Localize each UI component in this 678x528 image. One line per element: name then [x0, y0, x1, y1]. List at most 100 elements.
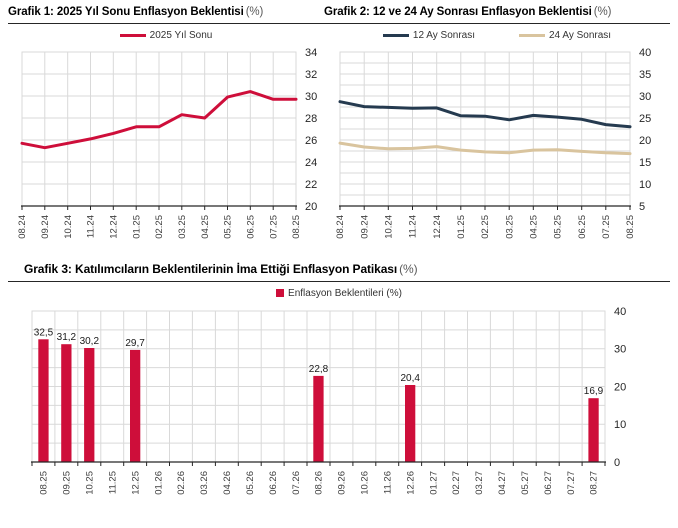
x-tick-label: 10.24	[63, 215, 74, 239]
x-tick-label: 04.25	[529, 215, 540, 239]
x-tick-label: 09.24	[40, 215, 51, 239]
x-tick-label: 08.25	[39, 471, 50, 495]
bar	[130, 349, 141, 462]
bar-value-label: 16,9	[584, 386, 604, 397]
y-tick-label: 20	[639, 135, 651, 147]
chart-title-text: Grafik 3: Katılımcıların Beklentilerinin…	[24, 262, 398, 276]
x-tick-label: 02.25	[480, 215, 491, 239]
x-tick-label: 07.26	[291, 471, 302, 495]
y-tick-label: 40	[639, 47, 651, 59]
x-tick-label: 03.25	[177, 215, 188, 239]
x-tick-label: 06.26	[268, 471, 279, 495]
y-tick-label: 15	[639, 157, 651, 169]
legend-label: 2025 Yıl Sonu	[149, 29, 213, 41]
x-tick-label: 04.27	[497, 471, 508, 495]
y-tick-label: 28	[305, 113, 317, 125]
chart-title-unit: (%)	[593, 6, 612, 18]
y-tick-label: 30	[639, 91, 651, 103]
x-tick-label: 01.27	[428, 471, 439, 495]
bar	[38, 339, 49, 462]
chart-title-unit: (%)	[399, 262, 418, 276]
x-tick-label: 11.26	[383, 471, 394, 494]
y-tick-label: 35	[639, 69, 651, 81]
x-tick-label: 12.26	[405, 471, 416, 495]
bar	[588, 398, 599, 462]
bar-value-label: 29,7	[125, 338, 145, 349]
legend-marker-icon	[276, 289, 285, 297]
legend-item: 12 Ay Sonrası	[382, 29, 475, 41]
legend-label: 24 Ay Sonrası	[549, 29, 612, 41]
y-tick-label: 10	[614, 419, 626, 431]
x-tick-label: 03.25	[504, 215, 515, 239]
bar	[84, 348, 95, 462]
y-tick-label: 30	[614, 344, 626, 356]
bar	[313, 375, 324, 462]
x-tick-label: 08.24	[17, 215, 28, 239]
y-tick-label: 32	[305, 69, 317, 81]
x-tick-label: 11.25	[107, 471, 118, 494]
legend-label: Enflasyon Beklentileri (%)	[288, 287, 402, 299]
legend-label: 12 Ay Sonrası	[412, 29, 475, 41]
x-tick-label: 07.25	[601, 215, 612, 239]
x-tick-label: 05.25	[223, 215, 234, 239]
x-tick-label: 07.27	[566, 471, 577, 495]
x-tick-label: 02.25	[154, 215, 165, 239]
x-tick-label: 09.24	[359, 215, 370, 239]
x-tick-label: 09.26	[337, 471, 348, 495]
legend-marker-icon	[519, 33, 545, 37]
legend-marker-icon	[119, 33, 146, 37]
y-tick-label: 40	[614, 306, 626, 318]
legend-item: 24 Ay Sonrası	[519, 30, 611, 41]
x-tick-label: 11.24	[86, 215, 97, 238]
bar-value-label: 31,2	[57, 332, 77, 343]
y-tick-label: 26	[305, 135, 317, 147]
chart-title-text: Grafik 2: 12 ve 24 Ay Sonrası Enflasyon …	[324, 6, 592, 18]
chart-block-grafik2: Grafik 2: 12 ve 24 Ay Sonrası Enflasyon …	[324, 4, 670, 252]
x-tick-label: 10.24	[384, 215, 395, 239]
series-line	[20, 90, 298, 150]
x-tick-label: 08.24	[335, 215, 346, 239]
x-tick-label: 07.25	[268, 215, 279, 239]
chart-title-grafik2: Grafik 2: 12 ve 24 Ay Sonrası Enflasyon …	[324, 4, 670, 24]
x-tick-label: 05.27	[520, 471, 531, 495]
y-tick-label: 0	[614, 457, 620, 469]
legend-item: 2025 Yıl Sonu	[119, 29, 213, 41]
x-tick-label: 12.25	[130, 471, 141, 495]
x-tick-label: 01.26	[153, 471, 164, 495]
bar	[61, 344, 72, 462]
chart-legend-grafik1: 2025 Yıl Sonu	[8, 24, 324, 46]
chart-title-text: Grafik 1: 2025 Yıl Sonu Enflasyon Beklen…	[8, 6, 244, 18]
bar-value-label: 30,2	[80, 336, 100, 347]
chart-legend-grafik2: 12 Ay Sonrası 24 Ay Sonrası	[324, 24, 670, 46]
y-tick-label: 20	[614, 381, 626, 393]
x-tick-label: 04.25	[200, 215, 211, 239]
chart-block-grafik1: Grafik 1: 2025 Yıl Sonu Enflasyon Beklen…	[8, 4, 324, 252]
legend-marker-icon	[382, 33, 409, 37]
chart-legend-grafik3: Enflasyon Beklentileri (%)	[8, 282, 670, 304]
x-tick-label: 12.24	[432, 215, 443, 239]
x-tick-label: 11.24	[408, 215, 419, 238]
series-line	[338, 141, 632, 156]
x-tick-label: 05.26	[245, 471, 256, 495]
x-tick-label: 02.26	[176, 471, 187, 495]
y-tick-label: 20	[305, 201, 317, 213]
y-tick-label: 5	[639, 201, 645, 213]
y-tick-label: 25	[639, 113, 651, 125]
x-tick-label: 08.26	[314, 471, 325, 495]
x-tick-label: 03.27	[474, 471, 485, 495]
x-tick-label: 10.25	[85, 471, 96, 495]
y-tick-label: 24	[305, 157, 317, 169]
x-tick-label: 06.27	[543, 471, 554, 495]
x-tick-label: 08.25	[291, 215, 302, 239]
chart-canvas-grafik1: 20 22 24 26 28 30 32 34 08.24 09.24 10.24 11.24 12.2…	[17, 47, 317, 239]
x-tick-label: 06.25	[246, 215, 257, 239]
chart-title-grafik3: Grafik 3: Katılımcıların Beklentilerinin…	[8, 260, 670, 282]
bar-value-label: 20,4	[400, 373, 420, 384]
chart-title-grafik1: Grafik 1: 2025 Yıl Sonu Enflasyon Beklen…	[8, 4, 324, 24]
chart-canvas-grafik3: 32,5 31,2 30,2 29,7 22,8 20,4 16,9 0 10 20 30 40 08.…	[31, 306, 626, 495]
x-tick-label: 04.26	[222, 471, 233, 495]
x-tick-label: 08.25	[625, 215, 636, 239]
legend-item: Enflasyon Beklentileri (%)	[276, 288, 402, 299]
x-tick-label: 01.25	[456, 215, 467, 239]
